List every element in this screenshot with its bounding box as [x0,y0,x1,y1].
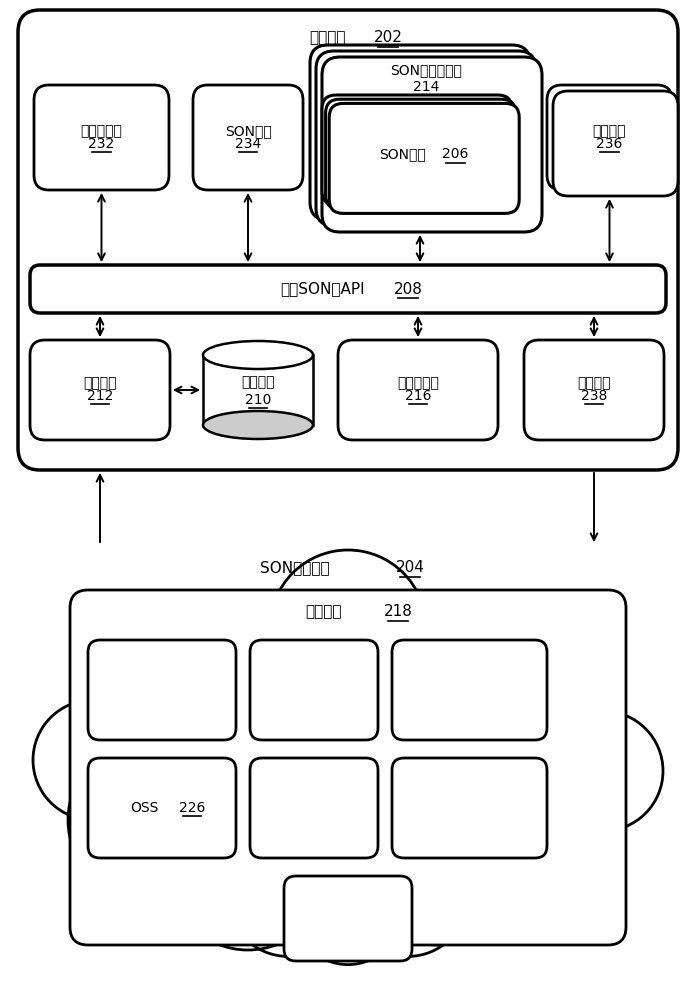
Text: 216: 216 [405,389,432,403]
Text: 236: 236 [596,137,623,151]
Circle shape [138,650,318,830]
Text: 其他网络元件: 其他网络元件 [445,795,493,808]
Text: 网络组件: 网络组件 [305,604,341,619]
FancyBboxPatch shape [392,758,547,858]
Circle shape [95,791,231,927]
Text: SON门户: SON门户 [225,124,271,138]
FancyBboxPatch shape [18,10,678,470]
Text: 206: 206 [443,147,469,161]
FancyBboxPatch shape [316,51,536,226]
Text: 核心网络跟踪: 核心网络跟踪 [445,677,493,690]
Text: 参数配置器: 参数配置器 [397,376,439,390]
Circle shape [368,660,548,840]
Text: 210: 210 [245,393,271,407]
Text: 232: 232 [88,137,115,151]
Text: 218: 218 [383,604,413,619]
Circle shape [156,621,280,745]
FancyBboxPatch shape [322,57,542,232]
Text: 报警系统: 报警系统 [332,906,364,918]
Text: 220: 220 [150,690,175,703]
Text: 234: 234 [235,137,261,151]
Text: 224: 224 [457,690,482,703]
Text: 无线跟踪: 无线跟踪 [298,677,330,690]
Text: 故障回单系统: 故障回单系统 [138,677,186,690]
FancyBboxPatch shape [34,85,169,190]
FancyBboxPatch shape [547,85,672,190]
Text: SON自动化引擎: SON自动化引擎 [390,63,462,77]
Circle shape [406,632,530,756]
FancyBboxPatch shape [250,640,378,740]
FancyBboxPatch shape [338,340,498,440]
FancyBboxPatch shape [88,640,236,740]
Circle shape [238,650,458,870]
FancyBboxPatch shape [524,340,664,440]
Text: 208: 208 [393,282,422,296]
Circle shape [270,550,426,706]
Text: 性能指标: 性能指标 [242,375,275,389]
FancyBboxPatch shape [326,99,516,209]
Text: 工作订单系统: 工作订单系统 [290,795,338,808]
FancyBboxPatch shape [553,91,678,196]
Text: SON工具: SON工具 [379,147,426,161]
Polygon shape [203,355,313,425]
FancyBboxPatch shape [193,85,303,190]
Text: 212: 212 [87,389,113,403]
Text: 204: 204 [395,560,425,576]
Text: 计算设备: 计算设备 [310,30,346,45]
FancyBboxPatch shape [70,590,626,945]
FancyBboxPatch shape [30,265,666,313]
Ellipse shape [203,411,313,439]
Circle shape [293,855,403,965]
Circle shape [455,798,591,934]
Circle shape [358,785,518,945]
Text: 工程工具: 工程工具 [593,124,626,138]
FancyBboxPatch shape [329,103,519,213]
FancyBboxPatch shape [392,640,547,740]
Text: OSS: OSS [130,801,158,815]
FancyBboxPatch shape [322,95,512,205]
FancyBboxPatch shape [88,758,236,858]
Circle shape [463,745,623,905]
FancyBboxPatch shape [310,45,530,220]
Circle shape [543,711,663,831]
Text: 222: 222 [301,690,326,703]
Text: 用于SON的API: 用于SON的API [280,282,365,296]
Text: SON电信网络: SON电信网络 [260,560,330,576]
Text: 230: 230 [457,808,482,821]
Circle shape [33,700,153,820]
Circle shape [258,770,438,950]
Text: 228: 228 [301,808,326,821]
Text: 214: 214 [413,80,439,94]
Circle shape [68,740,228,900]
Circle shape [348,836,468,956]
Ellipse shape [203,341,313,369]
Text: 报告引擎: 报告引擎 [577,376,611,390]
Text: 226: 226 [179,801,205,815]
Circle shape [228,836,348,956]
Text: 240: 240 [335,918,361,932]
Circle shape [168,790,328,950]
Text: 整合引擎: 整合引擎 [84,376,117,390]
FancyBboxPatch shape [30,340,170,440]
FancyBboxPatch shape [284,876,412,961]
FancyBboxPatch shape [250,758,378,858]
Text: 202: 202 [374,30,402,45]
Text: 可视化工具: 可视化工具 [81,124,122,138]
Text: 238: 238 [581,389,607,403]
